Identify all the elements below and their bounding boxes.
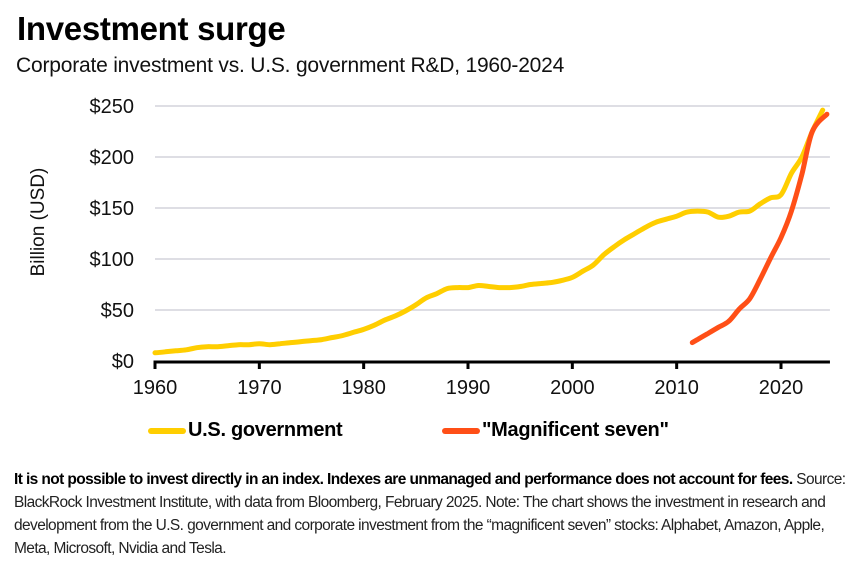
legend-item-magnificent-seven: "Magnificent seven"	[442, 419, 669, 442]
x-tick-label: 1980	[341, 377, 386, 399]
legend-item-us-government: U.S. government	[148, 419, 343, 442]
chart-subtitle: Corporate investment vs. U.S. government…	[16, 54, 565, 77]
y-axis-label: Billion (USD)	[28, 168, 49, 277]
x-tick-label: 1960	[133, 377, 178, 399]
x-axis-ticks: 1960 1970 1980 1990 2000 2010 2020	[133, 361, 804, 399]
x-tick-label: 1990	[446, 377, 491, 399]
legend: U.S. government "Magnificent seven"	[0, 419, 864, 449]
y-tick-label: $50	[101, 300, 134, 322]
y-axis-ticks: $0 $50 $100 $150 $200 $250	[90, 96, 135, 373]
x-tick-label: 2020	[759, 377, 804, 399]
x-tick-label: 2010	[654, 377, 699, 399]
y-tick-label: $200	[90, 147, 135, 169]
legend-label-magnificent-seven: "Magnificent seven"	[482, 419, 669, 441]
footnote-source: Source: BlackRock Investment Institute, …	[14, 471, 846, 557]
footnote-disclaimer: It is not possible to invest directly in…	[14, 471, 793, 488]
series-line-magnificent-seven	[689, 111, 830, 346]
x-tick-label: 2000	[550, 377, 595, 399]
y-tick-label: $0	[112, 351, 134, 373]
gridlines	[155, 105, 830, 311]
series-line-us-government	[152, 107, 826, 356]
legend-label-us-government: U.S. government	[188, 419, 343, 441]
footnote: It is not possible to invest directly in…	[14, 468, 859, 560]
y-tick-label: $100	[90, 249, 135, 271]
legend-swatch-us-government	[148, 427, 186, 434]
y-tick-label: $150	[90, 198, 135, 220]
chart-title: Investment surge	[17, 10, 286, 47]
y-tick-label: $250	[90, 96, 135, 118]
x-tick-label: 1970	[237, 377, 282, 399]
line-chart: $0 $50 $100 $150 $200 $250 Billion (USD) 1960…	[28, 96, 830, 399]
series-lines	[152, 107, 830, 356]
legend-swatch-magnificent-seven	[442, 427, 480, 434]
